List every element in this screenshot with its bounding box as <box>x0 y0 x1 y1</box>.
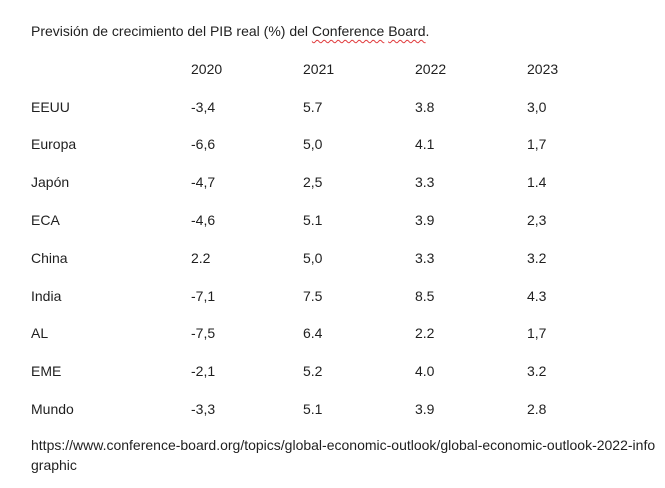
title-period: . <box>425 23 430 39</box>
value-cell: 1.4 <box>527 174 547 191</box>
value-cell: -2,1 <box>191 363 216 380</box>
table-header-row: 2020 2021 2022 2023 <box>31 50 607 88</box>
gdp-forecast-table: 2020 2021 2022 2023 EEUU -3,4 5.7 3.8 3,… <box>31 50 607 428</box>
value-cell: 3,0 <box>527 98 547 115</box>
value-cell: 1,7 <box>527 325 547 342</box>
region-cell: India <box>31 287 62 304</box>
value-cell: -3,4 <box>191 98 216 115</box>
region-cell: China <box>31 249 68 266</box>
value-cell: -4,7 <box>191 174 216 191</box>
value-cell: -3,3 <box>191 401 216 418</box>
value-cell: 3.8 <box>415 98 435 115</box>
value-cell: 5.7 <box>303 98 323 115</box>
table-row: China 2.2 5,0 3.3 3.2 <box>31 239 607 277</box>
region-cell: Europa <box>31 136 77 153</box>
table-row: AL -7,5 6.4 2.2 1,7 <box>31 315 607 353</box>
table-row: Europa -6,6 5,0 4.1 1,7 <box>31 126 607 164</box>
header-cell-year: 2021 <box>303 60 335 77</box>
value-cell: -4,6 <box>191 212 216 229</box>
header-cell-year: 2020 <box>191 60 223 77</box>
value-cell: 5.1 <box>303 401 323 418</box>
value-cell: 5,0 <box>303 249 323 266</box>
value-cell: 3.2 <box>527 249 547 266</box>
value-cell: 2,5 <box>303 174 323 191</box>
value-cell: 5,0 <box>303 136 323 153</box>
value-cell: 7.5 <box>303 287 323 304</box>
value-cell: 3.9 <box>415 401 435 418</box>
value-cell: -6,6 <box>191 136 216 153</box>
region-cell: EME <box>31 363 62 380</box>
value-cell: 2.2 <box>191 249 211 266</box>
value-cell: 1,7 <box>527 136 547 153</box>
table-row: EME -2,1 5.2 4.0 3.2 <box>31 352 607 390</box>
region-cell: Japón <box>31 174 70 191</box>
value-cell: -7,5 <box>191 325 216 342</box>
spellcheck-flagged-word[interactable]: Board <box>388 23 426 39</box>
table-row: Japón -4,7 2,5 3.3 1.4 <box>31 163 607 201</box>
value-cell: 3.9 <box>415 212 435 229</box>
header-cell-year: 2022 <box>415 60 447 77</box>
value-cell: 3.2 <box>527 363 547 380</box>
table-row: ECA -4,6 5.1 3.9 2,3 <box>31 201 607 239</box>
value-cell: 2.2 <box>415 325 435 342</box>
value-cell: 3.3 <box>415 249 435 266</box>
region-cell: EEUU <box>31 98 70 115</box>
region-cell: ECA <box>31 212 60 229</box>
header-cell-year: 2023 <box>527 60 559 77</box>
value-cell: 5.2 <box>303 363 323 380</box>
value-cell: 8.5 <box>415 287 435 304</box>
value-cell: -7,1 <box>191 287 216 304</box>
table-row: Mundo -3,3 5.1 3.9 2.8 <box>31 390 607 428</box>
spellcheck-flagged-word[interactable]: Conference <box>311 23 385 39</box>
header-cell-region <box>31 50 191 88</box>
table-row: India -7,1 7.5 8.5 4.3 <box>31 277 607 315</box>
value-cell: 6.4 <box>303 325 323 342</box>
value-cell: 5.1 <box>303 212 323 229</box>
value-cell: 4.3 <box>527 287 547 304</box>
region-cell: AL <box>31 325 49 342</box>
value-cell: 4.0 <box>415 363 435 380</box>
region-cell: Mundo <box>31 401 74 418</box>
value-cell: 2,3 <box>527 212 547 229</box>
value-cell: 4.1 <box>415 136 435 153</box>
document-title: Previsión de crecimiento del PIB real (%… <box>31 22 429 40</box>
title-text: Previsión de crecimiento del PIB real (%… <box>31 23 312 39</box>
value-cell: 2.8 <box>527 401 547 418</box>
source-url-text: https://www.conference-board.org/topics/… <box>31 437 656 473</box>
table-row: EEUU -3,4 5.7 3.8 3,0 <box>31 88 607 126</box>
value-cell: 3.3 <box>415 174 435 191</box>
